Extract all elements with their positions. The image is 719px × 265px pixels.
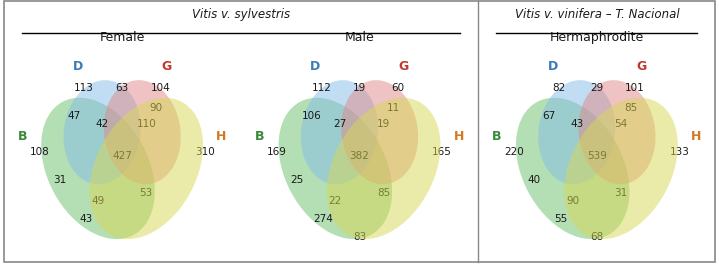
Text: 19: 19 (353, 83, 366, 93)
Text: 60: 60 (391, 83, 404, 93)
Text: 53: 53 (139, 188, 153, 197)
Text: Vitis v. vinifera – T. Nacional: Vitis v. vinifera – T. Nacional (515, 8, 679, 21)
Text: H: H (454, 130, 464, 143)
Text: 19: 19 (377, 119, 390, 129)
Text: 90: 90 (566, 196, 580, 206)
Text: 274: 274 (313, 214, 333, 224)
Ellipse shape (63, 80, 141, 184)
Text: 31: 31 (53, 175, 66, 186)
Text: 43: 43 (79, 214, 93, 224)
Ellipse shape (516, 98, 630, 239)
Text: 133: 133 (669, 147, 690, 157)
Text: 31: 31 (614, 188, 628, 197)
Text: 55: 55 (554, 214, 567, 224)
Text: G: G (161, 60, 172, 73)
Text: 169: 169 (267, 147, 287, 157)
Text: 43: 43 (570, 119, 583, 129)
Text: 165: 165 (432, 147, 452, 157)
Text: 539: 539 (587, 151, 607, 161)
Ellipse shape (341, 80, 418, 184)
Text: 110: 110 (137, 119, 156, 129)
Ellipse shape (41, 98, 155, 239)
Text: 27: 27 (333, 119, 346, 129)
Text: B: B (493, 130, 502, 143)
Text: 85: 85 (377, 188, 390, 197)
Text: Hermaphrodite: Hermaphrodite (550, 31, 644, 44)
Text: D: D (310, 60, 321, 73)
Text: H: H (691, 130, 702, 143)
Text: 67: 67 (542, 111, 555, 121)
Ellipse shape (104, 80, 180, 184)
Text: 83: 83 (353, 232, 366, 242)
Text: 68: 68 (590, 232, 603, 242)
Text: 54: 54 (614, 119, 628, 129)
Text: 47: 47 (68, 111, 81, 121)
Ellipse shape (539, 80, 615, 184)
Ellipse shape (301, 80, 378, 184)
Text: Vitis v. sylvestris: Vitis v. sylvestris (192, 8, 290, 21)
Text: D: D (547, 60, 558, 73)
Text: 82: 82 (552, 83, 565, 93)
Ellipse shape (278, 98, 392, 239)
Text: 427: 427 (112, 151, 132, 161)
Text: 22: 22 (329, 196, 342, 206)
Text: B: B (17, 130, 27, 143)
Ellipse shape (578, 80, 656, 184)
Text: B: B (255, 130, 265, 143)
Ellipse shape (327, 98, 441, 239)
Text: 220: 220 (505, 147, 524, 157)
Text: 112: 112 (311, 83, 331, 93)
Text: H: H (216, 130, 226, 143)
Text: 29: 29 (590, 83, 603, 93)
Text: 310: 310 (195, 147, 214, 157)
Text: 42: 42 (96, 119, 109, 129)
Text: 49: 49 (91, 196, 105, 206)
Text: D: D (73, 60, 83, 73)
Text: 63: 63 (116, 83, 129, 93)
Text: 11: 11 (387, 103, 400, 113)
Ellipse shape (89, 98, 203, 239)
Text: 101: 101 (626, 83, 645, 93)
Text: Female: Female (99, 31, 145, 44)
Text: 104: 104 (150, 83, 170, 93)
Text: 113: 113 (74, 83, 94, 93)
Text: 85: 85 (624, 103, 638, 113)
Text: G: G (636, 60, 646, 73)
Text: G: G (398, 60, 409, 73)
Text: 25: 25 (290, 175, 303, 186)
Ellipse shape (564, 98, 678, 239)
Text: 382: 382 (349, 151, 370, 161)
Text: 40: 40 (528, 175, 541, 186)
Text: 90: 90 (150, 103, 163, 113)
Text: 108: 108 (29, 147, 50, 157)
Text: 106: 106 (301, 111, 321, 121)
Text: Male: Male (344, 31, 375, 44)
